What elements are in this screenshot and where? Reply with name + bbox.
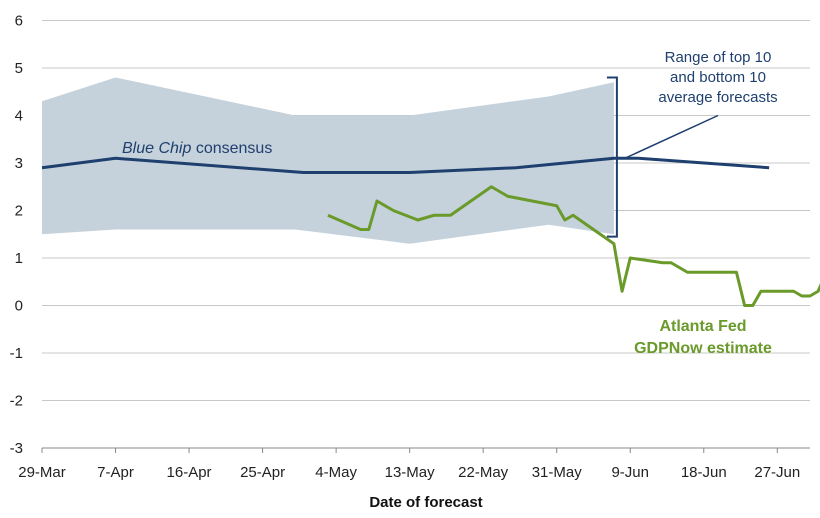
- y-tick-label: 1: [15, 250, 23, 267]
- x-tick-label: 25-Apr: [240, 464, 285, 481]
- y-tick-label: 2: [15, 203, 23, 220]
- gdpnow-series-line: [327, 185, 820, 307]
- y-tick-label: -3: [10, 440, 23, 457]
- y-axis: -3 -2 -1 0 1 2 3 4 5 6: [10, 13, 23, 458]
- gdpnow-annotation-line1: Atlanta Fed: [659, 318, 746, 335]
- y-tick-label: 6: [15, 13, 23, 30]
- range-annotation-line1: Range of top 10: [665, 49, 772, 66]
- range-annotation-line2: and bottom 10: [670, 69, 766, 86]
- y-tick-label: -2: [10, 393, 23, 410]
- y-tick-label: 4: [15, 108, 23, 125]
- y-tick-label: 3: [15, 155, 23, 172]
- x-axis-label: Date of forecast: [369, 494, 482, 511]
- x-tick-label: 27-Jun: [754, 464, 800, 481]
- blue-chip-annotation: Blue Chip consensus: [122, 140, 272, 157]
- range-annotation-line3: average forecasts: [658, 89, 777, 106]
- y-tick-label: -1: [10, 345, 23, 362]
- x-tick-label: 4-May: [315, 464, 357, 481]
- gdpnow-annotation-line2: GDPNow estimate: [634, 340, 772, 357]
- x-tick-label: 13-May: [385, 464, 436, 481]
- blue-chip-series-line: [41, 156, 770, 174]
- x-tick-label: 22-May: [458, 464, 509, 481]
- range-leader-line: [624, 114, 719, 159]
- x-tick-label: 9-Jun: [611, 464, 649, 481]
- blue-chip-annotation-rest: consensus: [191, 140, 272, 157]
- x-axis: 29-Mar 7-Apr 16-Apr 25-Apr 4-May 13-May 22-May…: [18, 448, 800, 481]
- blue-chip-annotation-italic: Blue Chip: [122, 140, 191, 157]
- y-tick-label: 0: [15, 298, 23, 315]
- y-tick-label: 5: [15, 60, 23, 77]
- x-tick-label: 29-Mar: [18, 464, 66, 481]
- x-tick-label: 7-Apr: [97, 464, 134, 481]
- x-tick-label: 18-Jun: [681, 464, 727, 481]
- x-tick-label: 31-May: [532, 464, 583, 481]
- x-tick-label: 16-Apr: [167, 464, 212, 481]
